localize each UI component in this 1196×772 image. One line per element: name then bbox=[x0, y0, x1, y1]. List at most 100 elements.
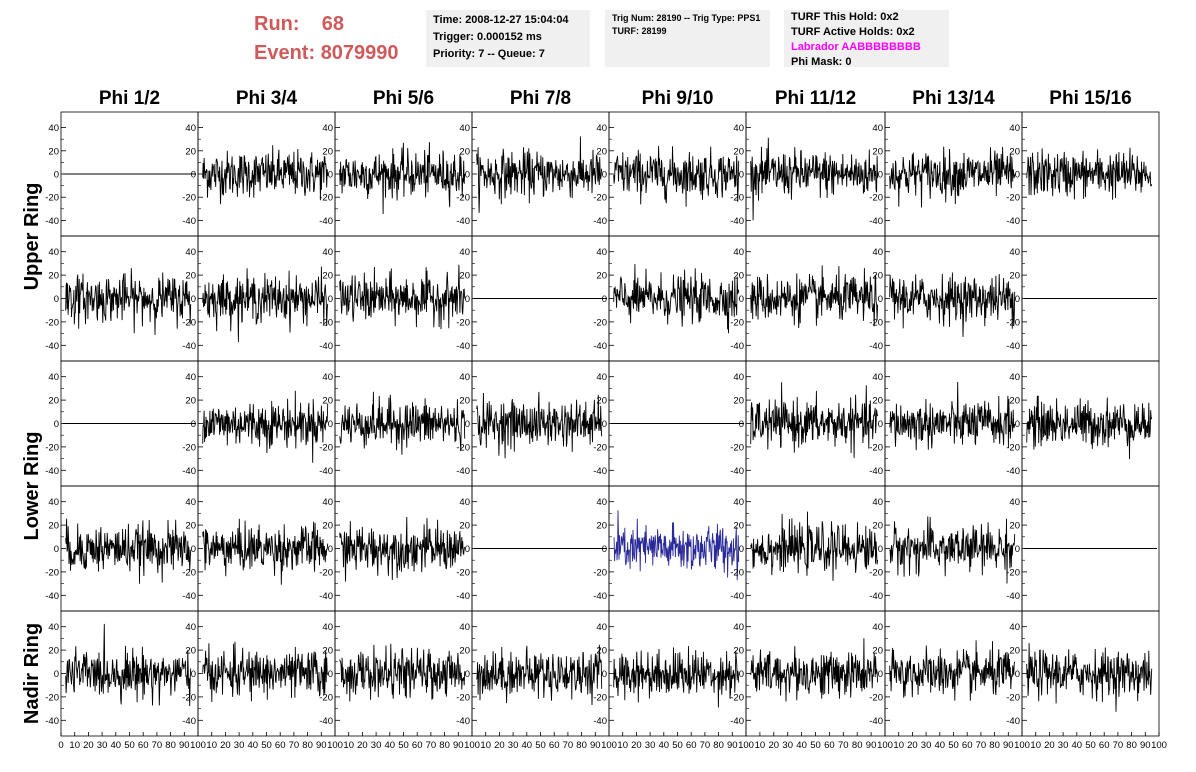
y-tick-label-r0-c7--20: -20 bbox=[1006, 193, 1020, 204]
y-tick-label-r1-c2-40: 40 bbox=[322, 247, 333, 258]
phi-title-6: Phi 11/12 bbox=[775, 88, 856, 109]
y-tick-label-r2-c0-0: 0 bbox=[54, 419, 59, 430]
x-tick-label-c4-80: 80 bbox=[713, 740, 724, 751]
y-tick-label-r3-c4-20: 20 bbox=[596, 521, 607, 532]
y-tick-label-r3-c0-40: 40 bbox=[48, 497, 59, 508]
y-tick-label-r3-c2-40: 40 bbox=[322, 497, 333, 508]
y-tick-label-r1-c4--20: -20 bbox=[593, 317, 607, 328]
x-tick-label-c7-50: 50 bbox=[1085, 740, 1096, 751]
y-tick-label-r4-c1--20: -20 bbox=[182, 692, 196, 703]
y-tick-label-r0-c2-0: 0 bbox=[328, 170, 333, 181]
y-tick-label-r2-c1-0: 0 bbox=[191, 419, 196, 430]
x-tick-label-c5-70: 70 bbox=[838, 740, 849, 751]
y-tick-label-r3-c3-0: 0 bbox=[465, 544, 470, 555]
y-tick-label-r0-c2-40: 40 bbox=[322, 123, 333, 134]
y-tick-label-r3-c2-20: 20 bbox=[322, 521, 333, 532]
phi-title-5: Phi 9/10 bbox=[642, 88, 714, 109]
y-tick-label-r3-c2-0: 0 bbox=[328, 544, 333, 555]
y-tick-label-r1-c4-0: 0 bbox=[602, 294, 607, 305]
y-tick-label-r1-c7--20: -20 bbox=[1006, 317, 1020, 328]
waveform-r3-c5 bbox=[750, 511, 879, 581]
x-tick-label-c6-100: 100 bbox=[1014, 740, 1030, 751]
x-tick-label-c7-90: 90 bbox=[1140, 740, 1151, 751]
x-tick-label-c2-50: 50 bbox=[398, 740, 409, 751]
y-tick-label-r1-c6-20: 20 bbox=[872, 271, 883, 282]
y-tick-label-r2-c1--40: -40 bbox=[182, 466, 196, 477]
waveform-r4-c1 bbox=[202, 641, 329, 703]
x-tick-label-c3-20: 20 bbox=[494, 740, 505, 751]
x-tick-label-c5-30: 30 bbox=[782, 740, 793, 751]
y-tick-label-r2-c4-40: 40 bbox=[596, 372, 607, 383]
y-tick-label-r1-c5-40: 40 bbox=[733, 247, 744, 258]
x-tick-label-c6-60: 60 bbox=[962, 740, 973, 751]
x-tick-label-c4-60: 60 bbox=[686, 740, 697, 751]
x-tick-label-c3-50: 50 bbox=[535, 740, 546, 751]
x-tick-label-c2-70: 70 bbox=[426, 740, 437, 751]
y-tick-label-r1-c0-0: 0 bbox=[54, 294, 59, 305]
y-tick-label-r2-c4--20: -20 bbox=[593, 442, 607, 453]
ring-title-3: Nadir Ring bbox=[21, 623, 43, 724]
x-tick-label-c4-20: 20 bbox=[631, 740, 642, 751]
y-tick-label-r1-c7-0: 0 bbox=[1015, 294, 1020, 305]
y-tick-label-r2-c5--20: -20 bbox=[730, 442, 744, 453]
y-tick-label-r4-c5-20: 20 bbox=[733, 646, 744, 657]
y-tick-label-r1-c0-20: 20 bbox=[48, 271, 59, 282]
x-tick-label-c7-80: 80 bbox=[1126, 740, 1137, 751]
run-value: 68 bbox=[321, 13, 345, 35]
x-tick-label-c3-90: 90 bbox=[590, 740, 601, 751]
y-tick-label-r4-c2--40: -40 bbox=[319, 716, 333, 727]
y-tick-label-r0-c5--40: -40 bbox=[730, 216, 744, 227]
x-tick-label-c0-80: 80 bbox=[165, 740, 176, 751]
x-tick-label-c6-10: 10 bbox=[893, 740, 904, 751]
y-tick-label-r0-c0-40: 40 bbox=[48, 123, 59, 134]
y-tick-label-r4-c1-20: 20 bbox=[185, 646, 196, 657]
y-tick-label-r4-c3-0: 0 bbox=[465, 669, 470, 680]
y-tick-label-r0-c5-0: 0 bbox=[739, 170, 744, 181]
y-tick-label-r3-c3-20: 20 bbox=[459, 521, 470, 532]
x-tick-label-c6-80: 80 bbox=[989, 740, 1000, 751]
x-tick-label-c5-40: 40 bbox=[796, 740, 807, 751]
x-tick-label-c5-20: 20 bbox=[769, 740, 780, 751]
y-tick-label-r3-c4-0: 0 bbox=[602, 544, 607, 555]
run-event-header: Run: 68 Event: 8079990 bbox=[254, 10, 399, 68]
y-tick-label-r2-c5-40: 40 bbox=[733, 372, 744, 383]
x-tick-label-c2-80: 80 bbox=[439, 740, 450, 751]
y-tick-label-r1-c2--40: -40 bbox=[319, 341, 333, 352]
x-tick-label-c2-40: 40 bbox=[385, 740, 396, 751]
y-tick-label-r4-c7--40: -40 bbox=[1006, 716, 1020, 727]
waveform-r3-c0 bbox=[65, 518, 192, 584]
y-tick-label-r0-c5-20: 20 bbox=[733, 146, 744, 157]
y-tick-label-r3-c6--40: -40 bbox=[869, 591, 883, 602]
x-tick-label-c7-10: 10 bbox=[1030, 740, 1041, 751]
priority-text: Priority: 7 -- Queue: 7 bbox=[433, 48, 545, 60]
y-tick-label-r3-c6--20: -20 bbox=[869, 567, 883, 578]
x-tick-label-c6-20: 20 bbox=[907, 740, 918, 751]
y-tick-label-r4-c2--20: -20 bbox=[319, 692, 333, 703]
x-tick-label-c6-70: 70 bbox=[976, 740, 987, 751]
y-tick-label-r1-c5--20: -20 bbox=[730, 317, 744, 328]
waveform-r2-c5 bbox=[750, 382, 879, 458]
y-tick-label-r3-c7-0: 0 bbox=[1015, 544, 1020, 555]
y-tick-label-r1-c0--40: -40 bbox=[45, 341, 59, 352]
y-tick-label-r0-c3-20: 20 bbox=[459, 146, 470, 157]
y-tick-label-r4-c7-40: 40 bbox=[1009, 622, 1020, 633]
y-tick-label-r0-c0--40: -40 bbox=[45, 216, 59, 227]
y-tick-label-r4-c4-40: 40 bbox=[596, 622, 607, 633]
x-tick-label-c0-0: 0 bbox=[58, 740, 63, 751]
y-tick-label-r0-c3-0: 0 bbox=[465, 170, 470, 181]
ring-title-2: Lower Ring bbox=[21, 432, 43, 541]
y-tick-label-r2-c6--20: -20 bbox=[869, 442, 883, 453]
trigger-text: Trigger: 0.000152 ms bbox=[433, 31, 542, 43]
x-tick-label-c3-100: 100 bbox=[601, 740, 617, 751]
x-tick-label-c0-70: 70 bbox=[152, 740, 163, 751]
y-tick-label-r0-c4-20: 20 bbox=[596, 146, 607, 157]
y-tick-label-r1-c4-40: 40 bbox=[596, 247, 607, 258]
x-tick-label-c3-70: 70 bbox=[563, 740, 574, 751]
y-tick-label-r2-c1-40: 40 bbox=[185, 372, 196, 383]
y-tick-label-r1-c1--40: -40 bbox=[182, 341, 196, 352]
y-tick-label-r1-c3-20: 20 bbox=[459, 271, 470, 282]
y-tick-label-r4-c6-0: 0 bbox=[878, 669, 883, 680]
y-tick-label-r1-c6--40: -40 bbox=[869, 341, 883, 352]
waveform-r2-c7 bbox=[1026, 395, 1153, 460]
